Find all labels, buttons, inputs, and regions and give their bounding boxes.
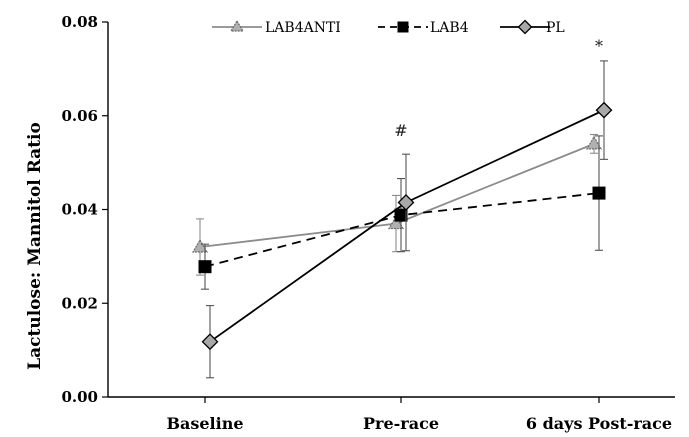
- x-tick-label: 6 days Post-race: [526, 414, 672, 433]
- data-point: [585, 135, 603, 150]
- series-lab4anti: [191, 133, 603, 276]
- series-lab4: [198, 135, 606, 290]
- legend-marker-pl: [517, 19, 533, 35]
- legend-marker-lab4anti: [229, 19, 245, 32]
- data-point: [191, 238, 209, 253]
- y-tick-label: 0.08: [61, 13, 98, 31]
- series-pl: [201, 60, 613, 379]
- y-tick-label: 0.00: [61, 388, 98, 406]
- y-tick-label: 0.04: [61, 201, 98, 219]
- data-point: [394, 208, 408, 222]
- data-point: [397, 194, 415, 211]
- annotation-mark: *: [595, 36, 603, 55]
- series-group: [191, 60, 613, 379]
- data-point: [595, 101, 613, 119]
- legend-label-lab4: LAB4: [430, 20, 469, 36]
- y-tick-label: 0.06: [61, 107, 98, 125]
- legend-label-lab4anti: LAB4ANTI: [265, 20, 341, 36]
- x-tick-label: Baseline: [166, 414, 243, 433]
- legend: LAB4ANTI LAB4 PL: [212, 19, 565, 36]
- annotation-mark: #: [394, 121, 407, 140]
- data-point: [592, 186, 606, 200]
- y-axis-title: Lactulose: Mannitol Ratio: [25, 122, 45, 370]
- legend-marker-lab4: [397, 21, 409, 33]
- data-point: [387, 215, 405, 230]
- series-line: [209, 109, 605, 343]
- y-tick-label: 0.02: [61, 294, 98, 312]
- legend-label-pl: PL: [546, 20, 565, 36]
- axes: 0.00 0.02 0.04 0.06 0.08 Baseline Pre-race 6 da…: [61, 13, 675, 433]
- x-tick-label: Pre-race: [363, 414, 439, 433]
- data-point: [198, 260, 212, 274]
- data-point: [201, 333, 219, 351]
- annotations: #*: [394, 36, 603, 139]
